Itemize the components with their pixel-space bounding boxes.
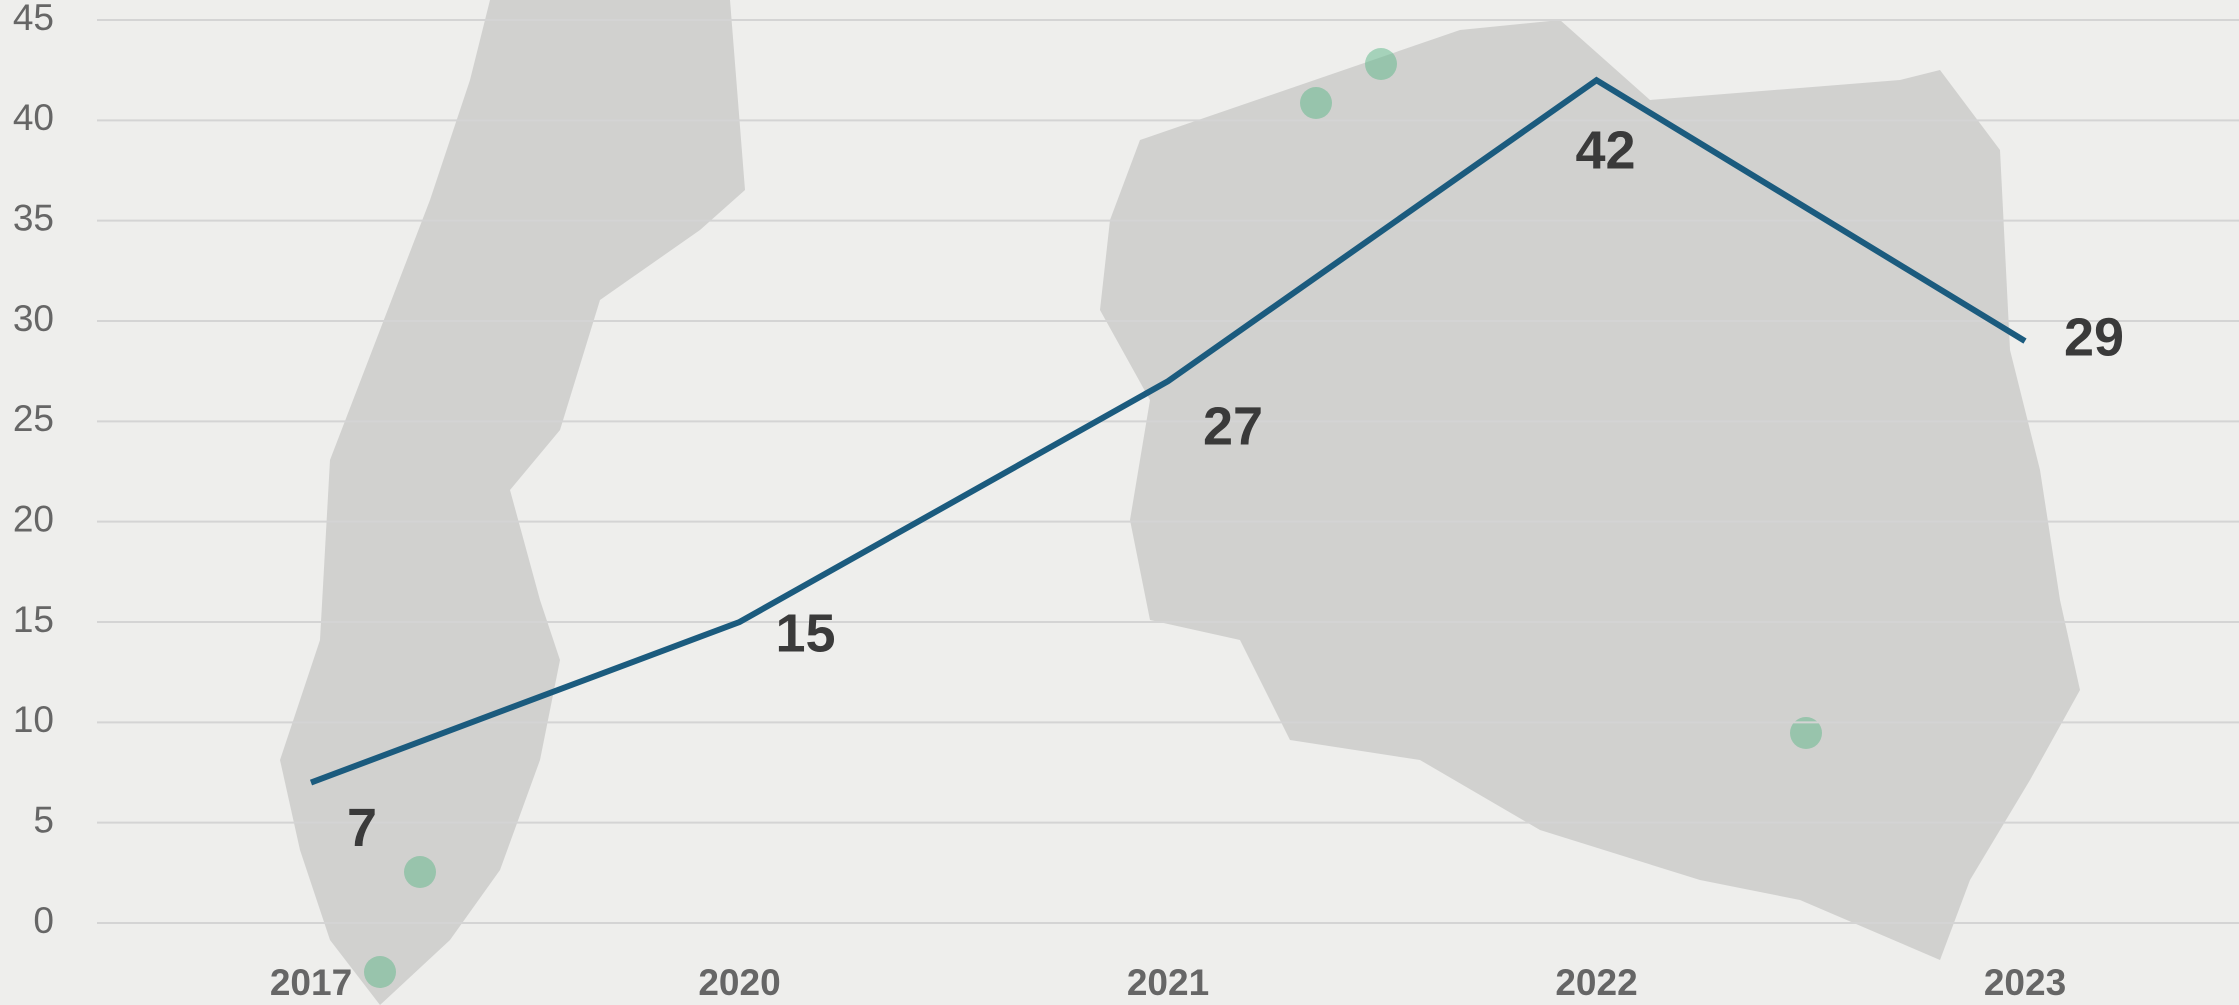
y-tick-label: 15 [13, 599, 54, 640]
x-tick-label: 2021 [1127, 962, 1209, 1003]
data-label: 15 [776, 603, 836, 663]
y-tick-label: 35 [13, 197, 54, 238]
data-label: 29 [2064, 307, 2124, 367]
data-label: 42 [1576, 120, 1636, 180]
y-tick-label: 20 [13, 498, 54, 539]
y-tick-label: 10 [13, 699, 54, 740]
y-tick-label: 45 [13, 0, 54, 38]
map-dots [364, 48, 1822, 988]
x-tick-label: 2020 [698, 962, 780, 1003]
y-tick-label: 0 [33, 900, 54, 941]
y-tick-label: 5 [33, 799, 54, 840]
y-tick-label: 25 [13, 398, 54, 439]
x-tick-label: 2023 [1984, 962, 2066, 1003]
x-tick-label: 2017 [270, 962, 352, 1003]
x-tick-label: 2022 [1555, 962, 1637, 1003]
y-tick-label: 40 [13, 97, 54, 138]
line [309, 76, 2027, 786]
data-label: 27 [1203, 396, 1263, 456]
y-tick-label: 30 [13, 298, 54, 339]
data-label: 7 [347, 798, 377, 858]
